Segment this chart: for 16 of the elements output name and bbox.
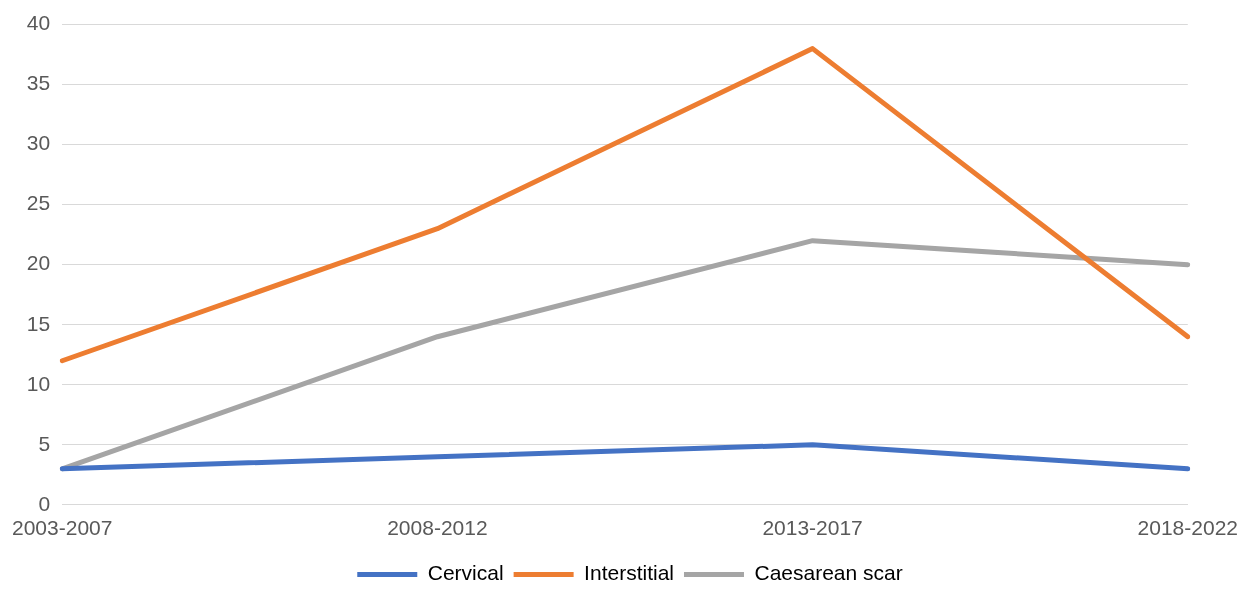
legend-label: Caesarean scar — [754, 561, 903, 585]
x-tick-label: 2018-2022 — [1137, 516, 1239, 540]
y-tick-label: 0 — [38, 491, 51, 515]
y-tick-label: 35 — [26, 71, 51, 95]
y-tick-label: 25 — [26, 191, 51, 215]
x-tick-label: 2003-2007 — [11, 516, 113, 540]
y-tick-label: 40 — [26, 11, 51, 35]
x-tick-label: 2013-2017 — [762, 516, 863, 540]
y-tick-label: 10 — [26, 371, 51, 395]
y-tick-label: 5 — [38, 431, 51, 455]
legend-label: Interstitial — [584, 561, 674, 585]
y-tick-label: 20 — [26, 251, 51, 275]
y-tick-label: 30 — [26, 131, 51, 155]
y-tick-label: 15 — [26, 311, 51, 335]
legend-label: Cervical — [427, 561, 504, 585]
x-tick-label: 2008-2012 — [387, 516, 488, 540]
